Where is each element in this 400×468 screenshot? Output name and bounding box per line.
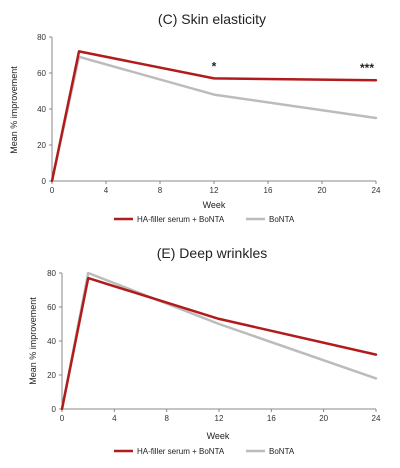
y-tick-label: 80: [47, 269, 56, 278]
x-tick-label: 4: [112, 414, 117, 423]
y-tick-label: 40: [37, 105, 46, 114]
x-tick-label: 0: [60, 414, 65, 423]
x-tick-label: 8: [164, 414, 169, 423]
x-tick-label: 20: [318, 186, 327, 195]
y-tick-label: 20: [47, 371, 56, 380]
series-line-bonta: [50, 55, 378, 183]
chart-title: (C) Skin elasticity: [158, 11, 266, 27]
y-tick-label: 60: [37, 69, 46, 78]
x-tick-label: 24: [372, 186, 381, 195]
legend-label-ha-filler: HA-filler serum + BoNTA: [137, 215, 225, 224]
y-axis-label: Mean % improvement: [9, 66, 19, 154]
significance-marker: ***: [360, 61, 374, 75]
y-tick-label: 0: [52, 405, 57, 414]
chart-title: (E) Deep wrinkles: [157, 245, 267, 261]
legend-label-ha-filler: HA-filler serum + BoNTA: [137, 447, 225, 456]
x-tick-label: 16: [264, 186, 273, 195]
x-tick-label: 12: [215, 414, 224, 423]
chart-deep-wrinkles: (E) Deep wrinkles Mean % improvement Wee…: [28, 245, 381, 456]
x-axis-label: Week: [203, 200, 226, 210]
plot-area: 0 20 40 60 80 0 4 8 12 16 20 24: [47, 269, 381, 423]
x-tick-label: 4: [104, 186, 109, 195]
x-tick-label: 12: [210, 186, 219, 195]
x-axis-label: Week: [207, 431, 230, 441]
chart-skin-elasticity: (C) Skin elasticity Mean % improvement W…: [9, 11, 381, 224]
legend: HA-filler serum + BoNTA BoNTA: [114, 215, 295, 224]
y-tick-label: 80: [37, 33, 46, 42]
y-tick-label: 60: [47, 303, 56, 312]
series-line-ha-filler: [50, 50, 378, 183]
x-tick-label: 0: [50, 186, 55, 195]
series-line-bonta: [60, 271, 378, 411]
y-tick-label: 0: [42, 177, 47, 186]
series-line-ha-filler: [60, 276, 378, 411]
x-tick-label: 16: [267, 414, 276, 423]
y-tick-label: 20: [37, 141, 46, 150]
y-axis-label: Mean % improvement: [28, 297, 38, 385]
significance-marker: *: [212, 59, 217, 73]
x-tick-label: 24: [372, 414, 381, 423]
legend-label-bonta: BoNTA: [269, 447, 295, 456]
x-tick-label: 20: [319, 414, 328, 423]
legend: HA-filler serum + BoNTA BoNTA: [114, 447, 295, 456]
legend-label-bonta: BoNTA: [269, 215, 295, 224]
x-tick-label: 8: [158, 186, 163, 195]
y-tick-label: 40: [47, 337, 56, 346]
